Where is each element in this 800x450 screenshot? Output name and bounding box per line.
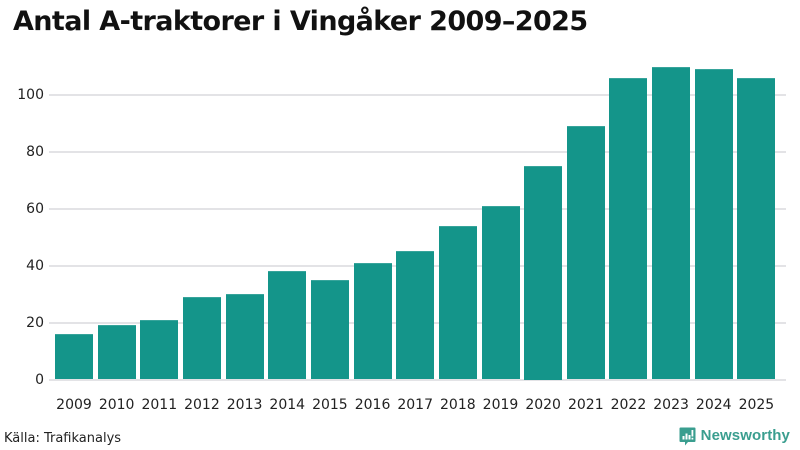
y-axis-tick-label: 100 [17, 87, 44, 103]
bar-2020[interactable] [524, 166, 563, 380]
gridline [49, 378, 786, 381]
bar-2018[interactable] [438, 225, 477, 380]
x-axis-tick-label: 2009 [56, 397, 92, 413]
bar-chart-speech-bubble-icon [679, 427, 696, 446]
x-axis-tick-label: 2022 [610, 397, 647, 413]
x-axis-tick-label: 2023 [653, 397, 689, 413]
x-axis-tick-label: 2013 [226, 397, 263, 413]
y-axis-tick-label: 20 [26, 314, 44, 331]
bar-2016[interactable] [353, 262, 392, 380]
x-axis-tick-label: 2018 [440, 397, 476, 413]
bar-2010[interactable] [97, 325, 136, 380]
x-axis-tick-label: 2016 [354, 397, 391, 413]
bar-2022[interactable] [609, 77, 648, 380]
bar-2012[interactable] [182, 296, 221, 380]
x-axis-tick-label: 2020 [525, 397, 561, 413]
chart-title: Antal A-traktorer i Vingåker 2009–2025 [13, 6, 588, 37]
x-axis-tick-label: 2019 [482, 397, 519, 413]
y-axis-tick-label: 80 [26, 143, 44, 160]
x-axis-tick-label: 2015 [312, 397, 348, 413]
x-axis-tick-label: 2014 [269, 397, 306, 413]
x-axis-tick-label: 2024 [695, 397, 732, 413]
gridline [49, 94, 786, 96]
bar-2017[interactable] [396, 251, 435, 380]
y-axis-tick-label: 40 [26, 257, 44, 274]
x-axis-tick-label: 2011 [141, 397, 178, 413]
bar-2025[interactable] [737, 77, 776, 380]
brand-name: Newsworthy [700, 427, 790, 444]
gridline [49, 150, 786, 153]
bar-2021[interactable] [566, 126, 605, 380]
bar-2011[interactable] [140, 319, 179, 380]
gridline [49, 207, 786, 210]
bar-2014[interactable] [268, 271, 307, 380]
bar-2023[interactable] [652, 66, 691, 380]
x-axis-tick-label: 2010 [98, 397, 135, 413]
x-axis-tick-label: 2017 [397, 397, 433, 413]
y-axis-tick-label: 0 [35, 371, 44, 388]
bar-2015[interactable] [310, 279, 349, 380]
bar-2019[interactable] [481, 205, 520, 380]
x-axis-tick-label: 2012 [184, 397, 220, 413]
x-axis-tick-label: 2021 [567, 397, 604, 413]
source-note: Källa: Trafikanalys [4, 431, 122, 446]
x-axis-tick-label: 2025 [738, 397, 775, 413]
brand-logo: Newsworthy [679, 427, 790, 446]
bar-2024[interactable] [694, 69, 733, 380]
bar-2009[interactable] [55, 333, 93, 380]
y-axis-tick-label: 60 [26, 200, 44, 217]
bar-2013[interactable] [225, 294, 264, 380]
